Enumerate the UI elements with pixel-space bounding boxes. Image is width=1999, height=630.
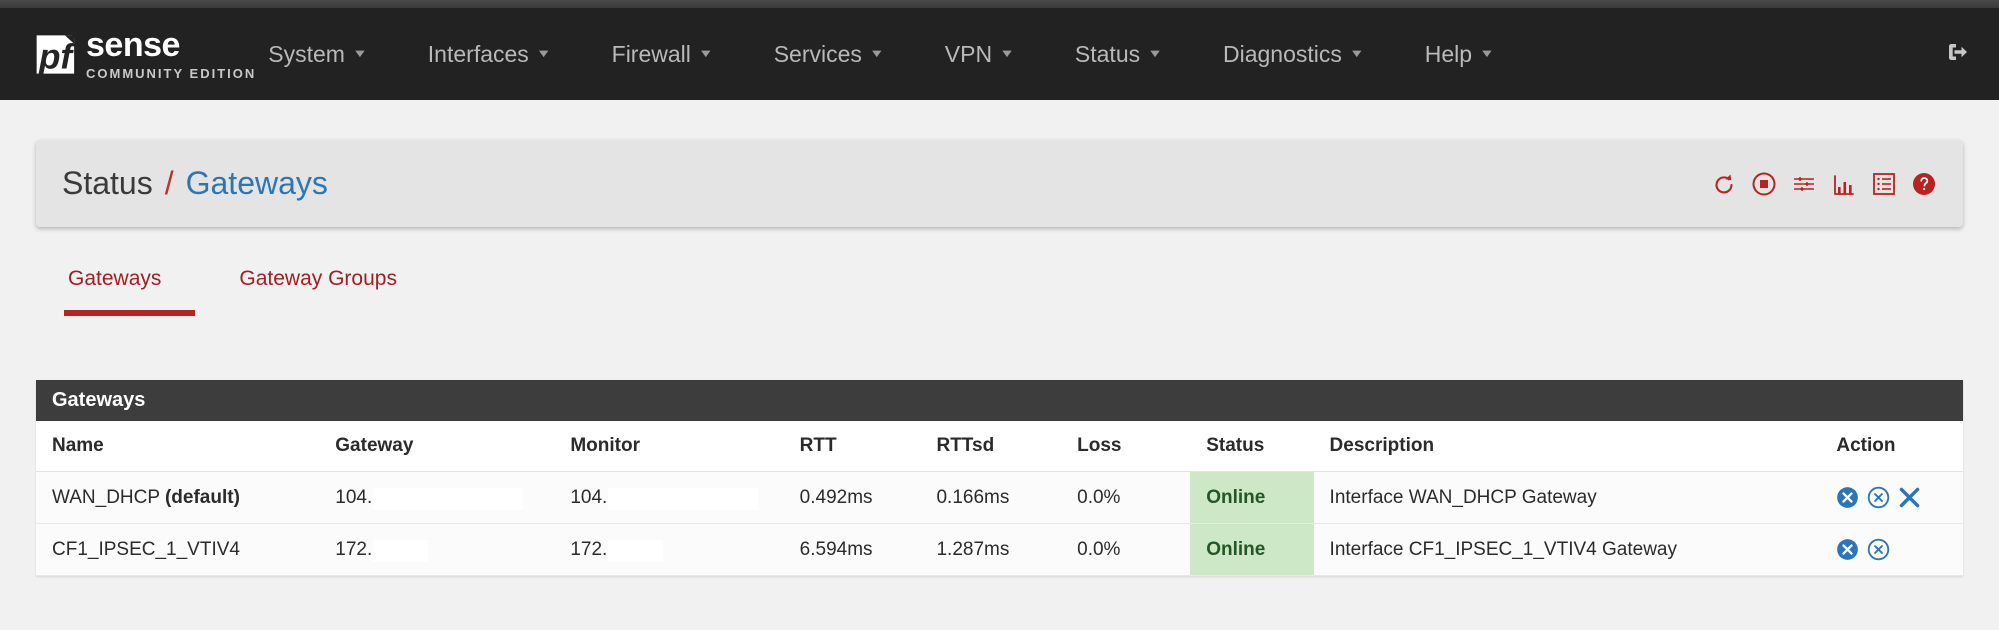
svg-text:pf: pf [37, 36, 75, 76]
